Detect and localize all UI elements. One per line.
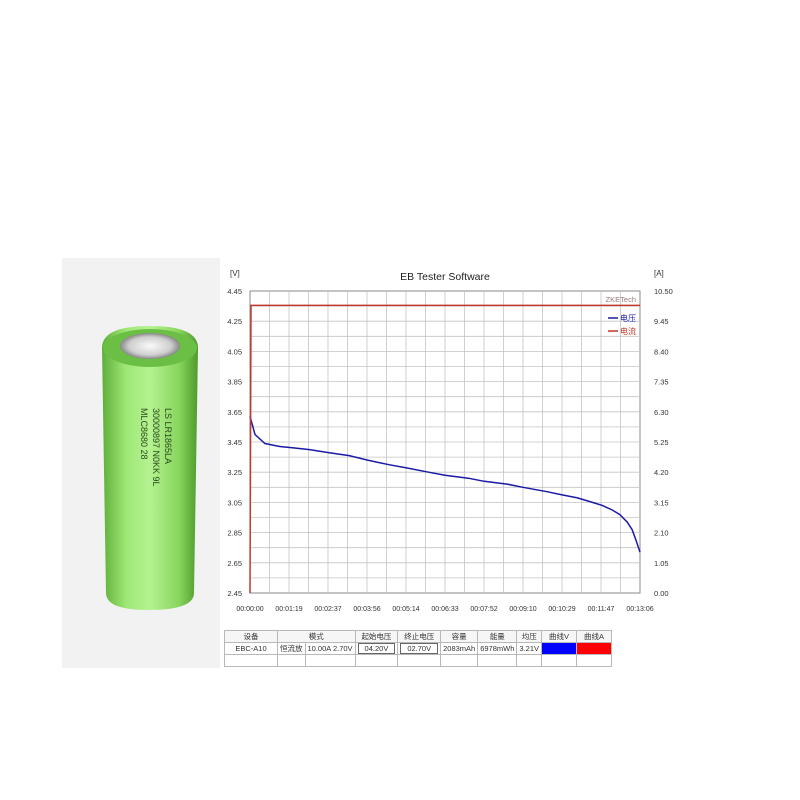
table-header: 起始电压 [354,630,399,643]
series-current-line [249,304,640,594]
empty-cell [224,654,278,667]
empty-cell [440,654,479,667]
y-left-tick-label: 3.85 [227,378,242,387]
table-header: 曲线A [576,630,613,643]
legend-voltage-label: 电压 [620,313,636,323]
y-left-tick-label: 3.05 [227,498,242,507]
cell-energy: 6978mWh [477,642,518,655]
table-header: 设备 [224,630,278,643]
y-right-tick-label: 8.40 [654,347,669,356]
y-right-tick-label: 9.45 [654,317,669,326]
battery-label-line-3: MLC8680 28 [139,408,149,460]
x-tick-label: 00:03:56 [353,606,380,613]
battery-body [102,326,198,610]
x-tick-label: 00:07:52 [470,606,497,613]
battery-label: LS LR1865LA 30000897 N0KK 9L MLC8680 28 [139,408,173,487]
empty-cell [576,654,613,667]
result-table: 设备 模式 起始电压 终止电压 容量 能量 均压 曲线V 曲线A EBC-A10… [224,630,613,667]
eb-tester-window: EB Tester Software [V] [A] ZKETech 电压 电流… [220,262,678,668]
chart-title: EB Tester Software [400,271,490,283]
legend-current-label: 电流 [620,326,636,336]
y-right-tick-label: 10.50 [654,287,673,296]
watermark: ZKETech [606,295,636,304]
y-right-tick-label: 3.15 [654,498,669,507]
cell-capacity: 2083mAh [440,642,479,655]
table-header: 均压 [516,630,543,643]
curve-a-swatch[interactable] [576,642,613,655]
y-right-ticks: 10.50 9.45 8.40 7.35 6.30 5.25 4.20 3.15 2.10 1.0… [654,287,673,598]
table-header: 曲线V [541,630,578,643]
x-tick-label: 00:00:00 [236,606,263,613]
y-right-tick-label: 2.10 [654,529,669,538]
series-layer [249,304,641,594]
battery-cell-image: LS LR1865LA 30000897 N0KK 9L MLC8680 28 [102,326,198,610]
curve-v-swatch[interactable] [541,642,578,655]
empty-cell [277,654,306,667]
y-right-tick-label: 0.00 [654,589,669,598]
cell-mode: 恒流放 [277,642,306,655]
x-tick-label: 00:13:06 [626,606,653,613]
battery-label-line-1: LS LR1865LA [163,408,173,464]
table-header-row: 设备 模式 起始电压 终止电压 容量 能量 均压 曲线V 曲线A [224,630,613,643]
x-tick-label: 00:10:29 [548,606,575,613]
y-right-tick-label: 1.05 [654,559,669,568]
end-voltage-value: 02.70V [400,643,439,654]
y-right-tick-label: 6.30 [654,408,669,417]
table-row: EBC-A10 恒流放 10.00A 2.70V 04.20V 02.70V 2… [224,642,613,655]
x-tick-label: 00:05:14 [392,606,419,613]
y-left-tick-label: 2.45 [227,589,242,598]
empty-cell [516,654,543,667]
table-row-empty [224,654,613,667]
empty-cell [477,654,518,667]
y-right-tick-label: 4.20 [654,468,669,477]
discharge-chart: EB Tester Software [V] [A] ZKETech 电压 电流… [227,269,673,613]
empty-cell [541,654,578,667]
cell-avg-voltage: 3.21V [516,642,543,655]
series-voltage-line [249,416,641,553]
y-left-tick-label: 3.65 [227,408,242,417]
legend: 电压 电流 [608,313,636,336]
empty-cell [397,654,442,667]
y-left-tick-label: 3.45 [227,438,242,447]
y-right-tick-label: 5.25 [654,438,669,447]
x-tick-label: 00:09:10 [509,606,536,613]
cell-end-voltage: 02.70V [397,642,442,655]
y-left-tick-label: 3.25 [227,468,242,477]
table-header: 模式 [277,630,356,643]
x-tick-label: 00:11:47 [588,606,615,613]
x-tick-label: 00:06:33 [431,606,458,613]
y-right-unit: [A] [654,269,664,278]
x-tick-label: 00:02:37 [314,606,341,613]
cell-mode-params: 10.00A 2.70V [304,642,356,655]
y-left-tick-label: 2.65 [227,559,242,568]
start-voltage-value: 04.20V [357,643,396,654]
y-left-ticks: 4.45 4.25 4.05 3.85 3.65 3.45 3.25 3.05 2.85 2.65… [227,287,242,598]
cell-start-voltage: 04.20V [354,642,399,655]
table-header: 终止电压 [397,630,442,643]
battery-photo: LS LR1865LA 30000897 N0KK 9L MLC8680 28 [62,258,220,668]
battery-label-line-2: 30000897 N0KK 9L [151,408,161,487]
y-left-tick-label: 4.45 [227,287,242,296]
y-left-tick-label: 2.85 [227,529,242,538]
x-tick-label: 00:01:19 [275,606,302,613]
x-ticks: 00:00:00 00:01:19 00:02:37 00:03:56 00:05:14… [236,606,653,613]
y-right-tick-label: 7.35 [654,378,669,387]
y-left-tick-label: 4.25 [227,317,242,326]
cell-device: EBC-A10 [224,642,278,655]
table-header: 能量 [477,630,518,643]
table-header: 容量 [440,630,479,643]
y-left-tick-label: 4.05 [227,347,242,356]
empty-cell [354,654,399,667]
empty-cell [304,654,356,667]
y-left-unit: [V] [230,269,240,278]
battery-cap [120,333,180,359]
